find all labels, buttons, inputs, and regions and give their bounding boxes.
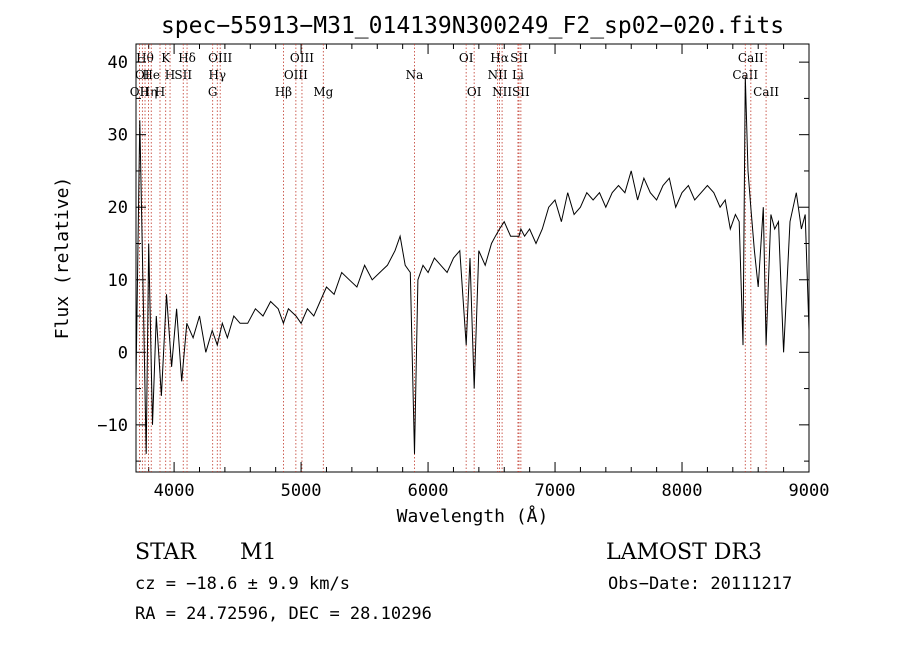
- emission-line-label: OIII: [290, 51, 314, 65]
- redshift-cz: cz = −18.6 ± 9.9 km/s: [135, 574, 350, 594]
- y-tick-label: 20: [108, 198, 128, 218]
- emission-line-label: NII: [488, 68, 508, 82]
- emission-line-label: OI: [467, 85, 482, 99]
- emission-line-label: SII: [174, 68, 192, 82]
- emission-line-label: SII: [512, 85, 530, 99]
- x-tick-label: 8000: [662, 481, 703, 501]
- emission-line-label: Hβ: [275, 85, 292, 99]
- emission-line-label: SII: [510, 51, 528, 65]
- x-tick-label: 7000: [535, 481, 576, 501]
- emission-line-label: Hγ: [208, 68, 226, 82]
- survey-label: LAMOST DR3: [606, 540, 762, 565]
- emission-line-label: OI: [135, 68, 150, 82]
- emission-line-label: OII: [130, 85, 150, 99]
- emission-line-label: Na: [406, 68, 424, 82]
- emission-line-label: He: [142, 68, 160, 82]
- x-tick-label: 6000: [408, 481, 449, 501]
- plot-frame: [135, 43, 810, 473]
- subclass: M1: [240, 540, 277, 565]
- emission-line-label: OIII: [284, 68, 308, 82]
- emission-line-label: K: [161, 51, 171, 65]
- observation-date: Obs−Date: 20111217: [608, 574, 793, 594]
- y-tick-label: 40: [108, 53, 128, 73]
- emission-line-label: OI: [459, 51, 474, 65]
- emission-line-label: Hδ: [178, 51, 196, 65]
- emission-line-label: H: [155, 85, 165, 99]
- x-tick-label: 9000: [789, 481, 830, 501]
- emission-line-label: CaII: [732, 68, 758, 82]
- object-class: STAR: [135, 540, 196, 565]
- y-axis-label: Flux (relative): [52, 177, 73, 340]
- emission-line-label: CaII: [738, 51, 764, 65]
- x-axis-label: Wavelength (Å): [397, 505, 549, 527]
- y-tick-label: 10: [108, 271, 128, 291]
- emission-line-label: CaII: [753, 85, 779, 99]
- emission-line-label: H: [165, 68, 175, 82]
- emission-line-label: Hθ: [136, 51, 154, 65]
- emission-line-label: OIII: [208, 51, 232, 65]
- y-tick-label: 30: [108, 126, 128, 146]
- x-tick-label: 4000: [154, 481, 195, 501]
- emission-line-label: Hα: [490, 51, 509, 65]
- emission-line-label: Li: [512, 68, 524, 82]
- y-tick-label: 0: [118, 343, 128, 363]
- spectrum-line: [135, 76, 810, 454]
- emission-line-label: Hη: [140, 85, 158, 99]
- coordinates: RA = 24.72596, DEC = 28.10296: [135, 604, 432, 624]
- x-tick-label: 5000: [281, 481, 322, 501]
- y-tick-label: −10: [97, 416, 128, 436]
- emission-line-label: Mg: [313, 85, 333, 99]
- emission-line-label: G: [208, 85, 218, 99]
- chart-title: spec−55913−M31_014139N300249_F2_sp02−020…: [161, 13, 784, 39]
- emission-line-label: NII: [492, 85, 512, 99]
